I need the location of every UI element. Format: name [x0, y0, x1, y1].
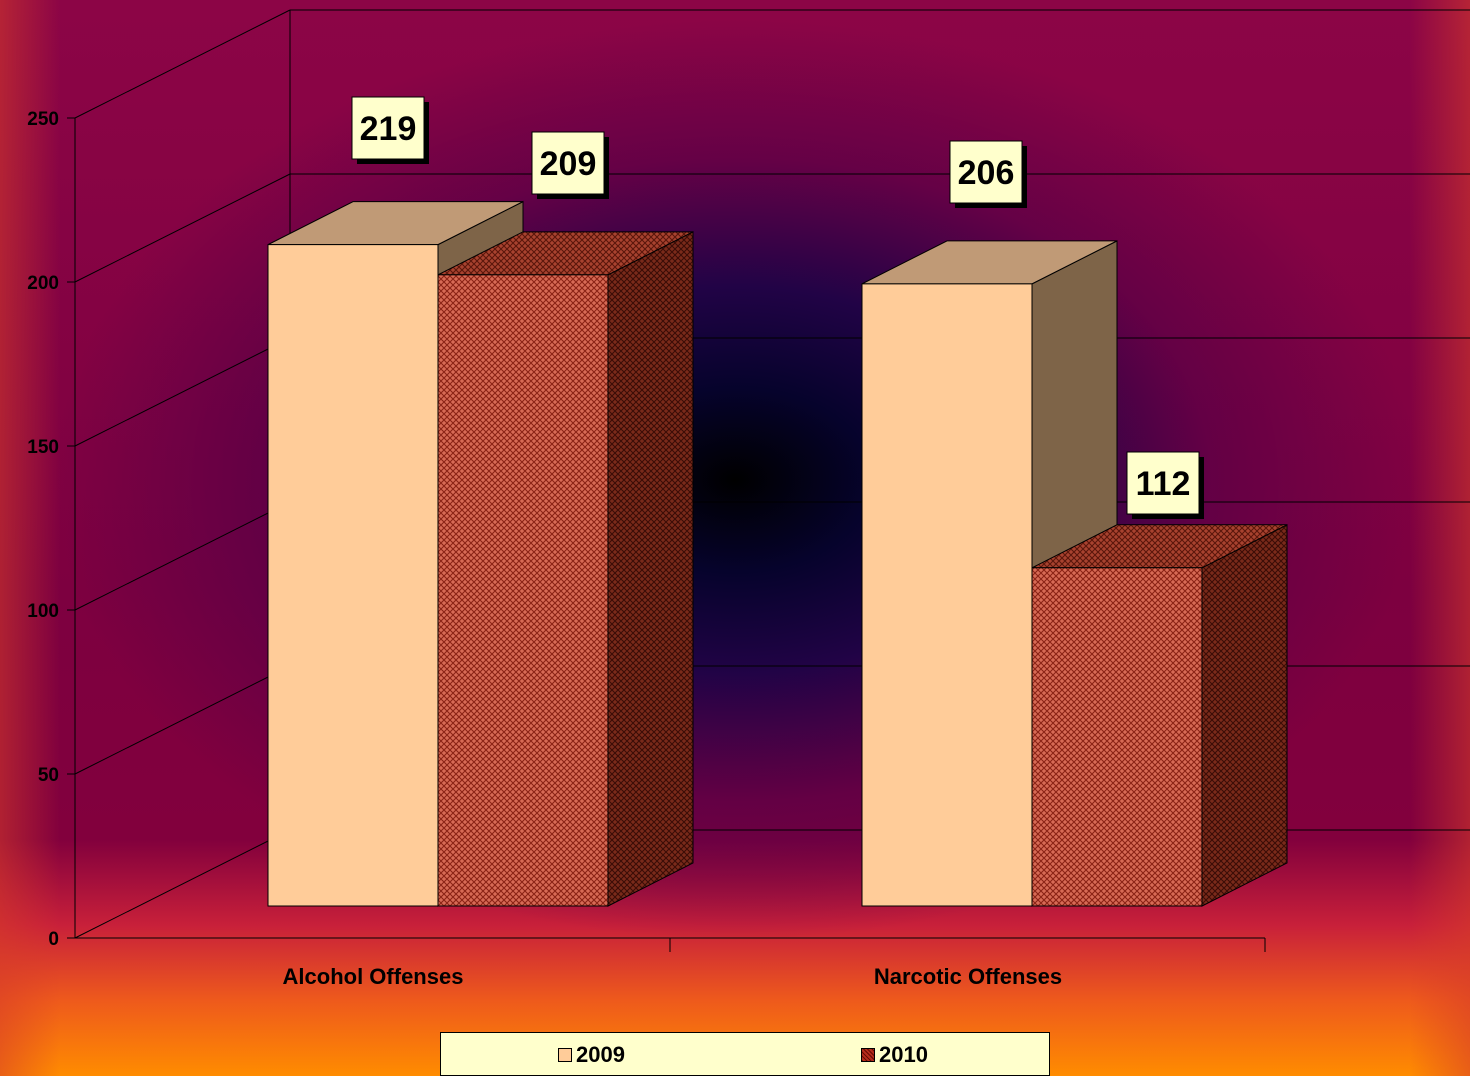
bar-2010-2-front — [1031, 567, 1203, 907]
y-tick-label-150: 150 — [27, 437, 59, 458]
category-label-1: Alcohol Offenses — [283, 964, 464, 989]
legend-item-2010: 2010 — [861, 1043, 928, 1067]
data-label-text: 219 — [360, 110, 417, 148]
gridline-side-0 — [74, 829, 291, 939]
bar-2010-1-side — [607, 231, 694, 907]
data-label-box — [949, 140, 1023, 204]
data-label-2010-2: 112 — [1126, 451, 1204, 519]
bar-2010-1 — [437, 231, 694, 907]
bar-2010-2-side — [1201, 523, 1288, 907]
data-label-2010-1: 209 — [531, 131, 609, 199]
data-label-2009-1: 219 — [351, 96, 429, 164]
data-labels: 219 209 206 112 — [351, 96, 1204, 519]
data-label-box — [351, 96, 425, 160]
data-label-2009-2: 206 — [949, 140, 1027, 208]
data-label-box — [531, 131, 605, 195]
legend-item-2009: 2009 — [558, 1043, 625, 1067]
bars — [267, 200, 1288, 907]
bar-2009-1-front — [267, 244, 439, 907]
legend: 2009 2010 — [440, 1032, 1050, 1076]
y-tick-label-50: 50 — [38, 765, 59, 786]
bar-2010-1-front — [437, 274, 609, 907]
gridline-side-50 — [74, 665, 291, 775]
bar-2009-2-front — [861, 283, 1033, 907]
legend-label-2009: 2009 — [576, 1042, 625, 1067]
data-label-text: 209 — [540, 145, 597, 183]
data-label-text: 206 — [958, 154, 1015, 192]
legend-swatch-2010 — [861, 1048, 875, 1062]
gridline-side-150 — [74, 337, 291, 447]
gridline-side-250 — [74, 9, 291, 119]
legend-label-2010: 2010 — [879, 1042, 928, 1067]
y-tick-label-100: 100 — [27, 601, 59, 622]
y-tick-label-250: 250 — [27, 109, 59, 130]
gridline-side-200 — [74, 173, 291, 283]
gridline-side-100 — [74, 501, 291, 611]
category-label-2: Narcotic Offenses — [874, 964, 1062, 989]
y-tick-label-200: 200 — [27, 273, 59, 294]
y-tick-label-0: 0 — [48, 929, 59, 950]
bar-2010-2 — [1031, 523, 1288, 907]
legend-swatch-2009 — [558, 1048, 572, 1062]
data-label-box — [1126, 451, 1200, 515]
data-label-text: 112 — [1136, 465, 1191, 503]
